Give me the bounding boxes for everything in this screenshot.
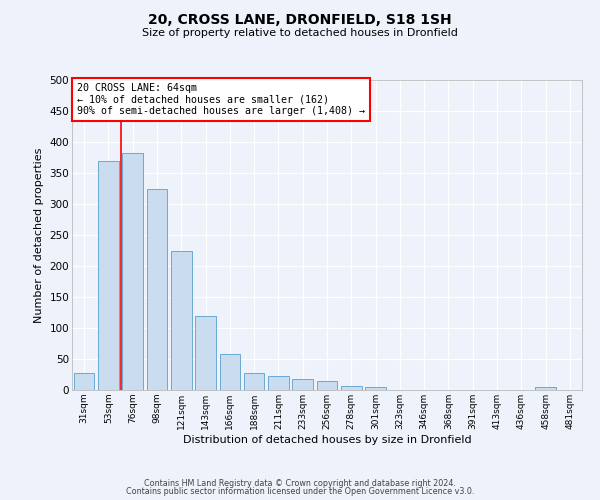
Bar xyxy=(146,188,167,390)
Bar xyxy=(268,376,289,390)
Bar xyxy=(317,382,337,390)
Bar xyxy=(341,386,362,390)
Bar xyxy=(244,372,265,390)
Text: Size of property relative to detached houses in Dronfield: Size of property relative to detached ho… xyxy=(142,28,458,38)
Bar xyxy=(365,387,386,390)
Y-axis label: Number of detached properties: Number of detached properties xyxy=(34,148,44,322)
Bar xyxy=(74,372,94,390)
Bar xyxy=(292,380,313,390)
Text: 20 CROSS LANE: 64sqm
← 10% of detached houses are smaller (162)
90% of semi-deta: 20 CROSS LANE: 64sqm ← 10% of detached h… xyxy=(77,83,365,116)
Text: Contains public sector information licensed under the Open Government Licence v3: Contains public sector information licen… xyxy=(126,487,474,496)
Text: 20, CROSS LANE, DRONFIELD, S18 1SH: 20, CROSS LANE, DRONFIELD, S18 1SH xyxy=(148,12,452,26)
Bar xyxy=(98,160,119,390)
Bar xyxy=(122,152,143,390)
Text: Contains HM Land Registry data © Crown copyright and database right 2024.: Contains HM Land Registry data © Crown c… xyxy=(144,478,456,488)
Bar xyxy=(220,354,240,390)
Bar xyxy=(195,316,216,390)
Bar xyxy=(171,250,191,390)
Bar xyxy=(535,387,556,390)
X-axis label: Distribution of detached houses by size in Dronfield: Distribution of detached houses by size … xyxy=(182,434,472,444)
